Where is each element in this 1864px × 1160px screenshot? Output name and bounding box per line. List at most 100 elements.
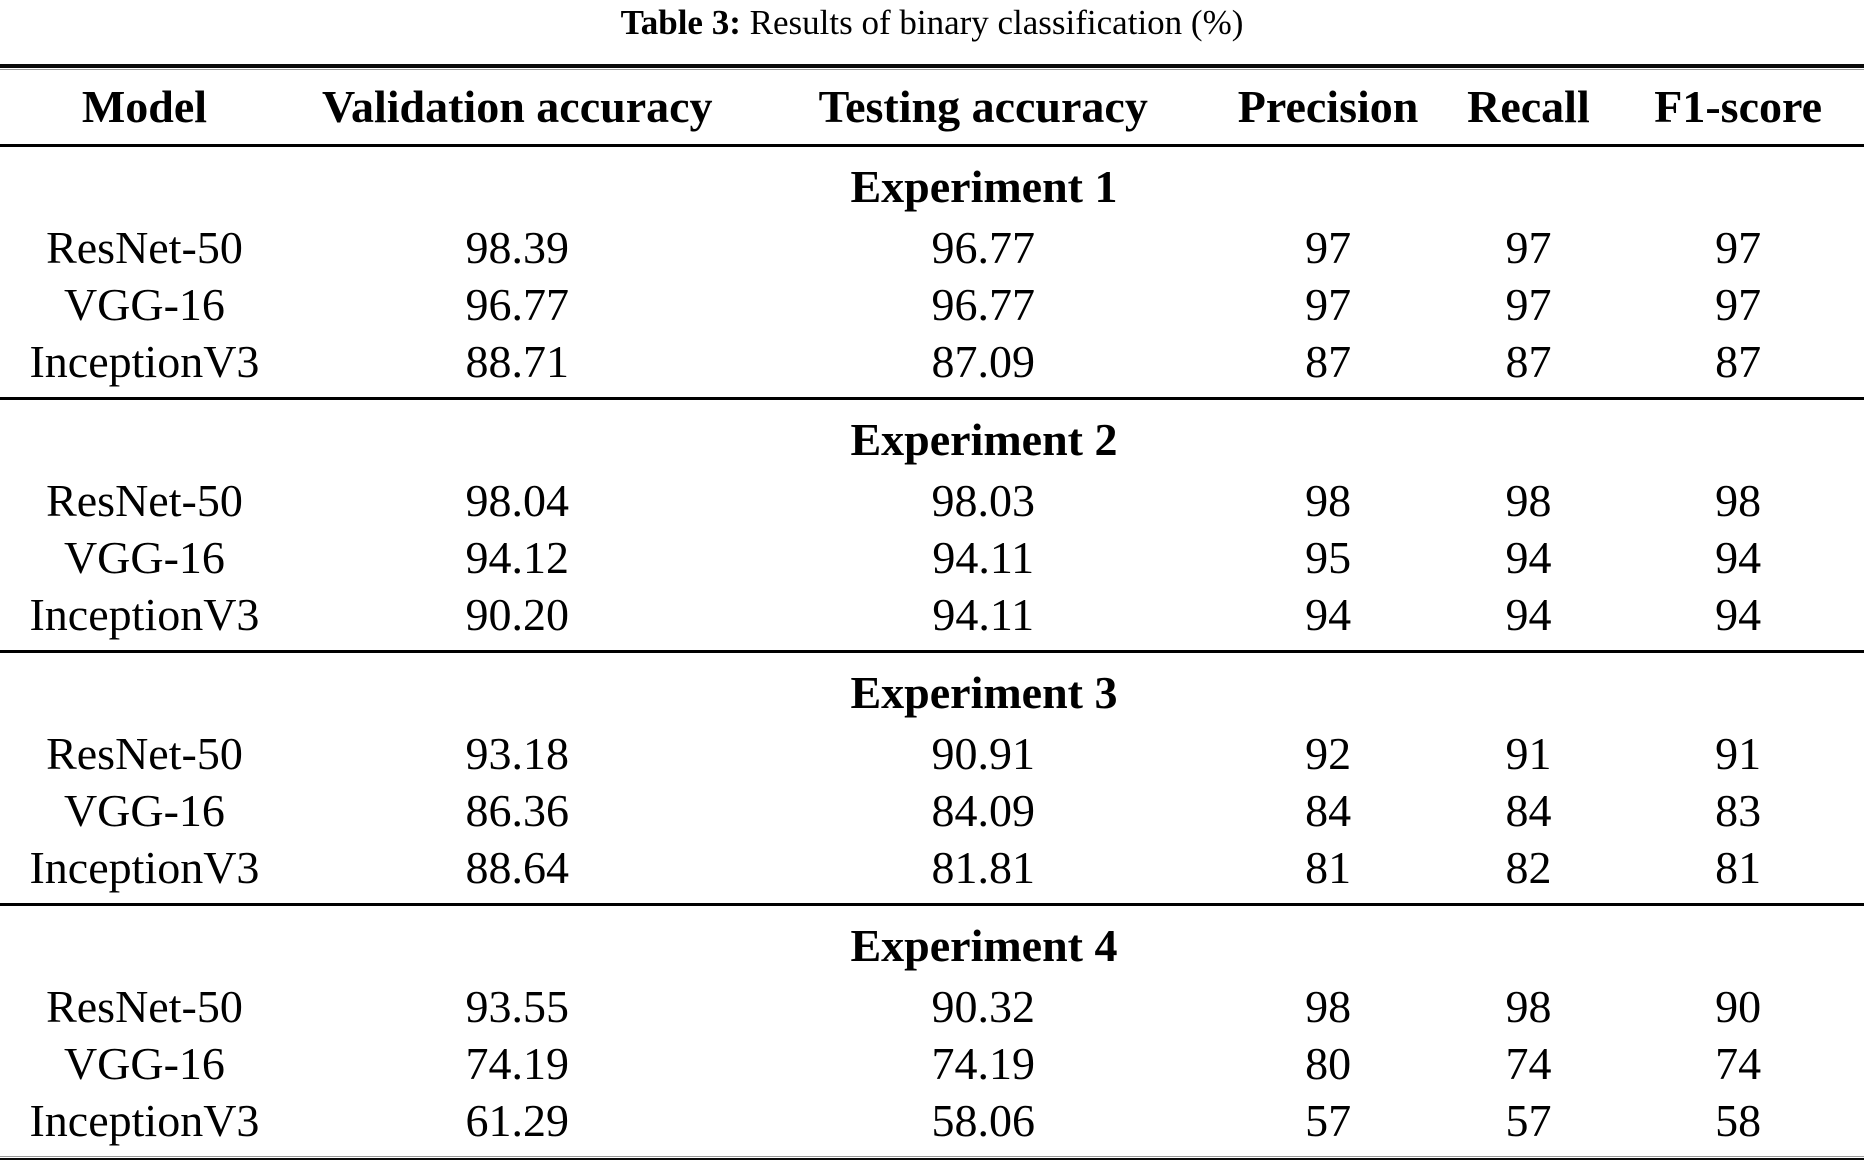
recall-cell: 98: [1505, 980, 1552, 1032]
validation-accuracy-cell: 74.19: [465, 1037, 569, 1089]
f1-score-cell: 83: [1715, 784, 1762, 836]
validation-accuracy-cell: 88.71: [465, 335, 569, 387]
experiment-title-row: Experiment 2: [0, 408, 1864, 472]
f1-score-cell: 87: [1715, 335, 1762, 387]
table-row: InceptionV3 88.64 81.81 81 82 81: [0, 839, 1864, 896]
precision-cell: 98: [1305, 474, 1352, 526]
testing-accuracy-cell: 58.06: [931, 1094, 1035, 1146]
f1-score-cell: 98: [1715, 474, 1762, 526]
table-top-rule: [0, 64, 1864, 70]
experiment-section: Experiment 4 ResNet-50 93.55 90.32 98 98…: [0, 906, 1864, 1156]
testing-accuracy-cell: 81.81: [931, 841, 1035, 893]
precision-cell: 98: [1305, 980, 1352, 1032]
precision-cell: 97: [1305, 278, 1352, 330]
table-body: Experiment 1 ResNet-50 98.39 96.77 97 97…: [0, 147, 1864, 1156]
testing-accuracy-cell: 87.09: [931, 335, 1035, 387]
validation-accuracy-cell: 90.20: [465, 588, 569, 640]
f1-score-cell: 74: [1715, 1037, 1762, 1089]
experiment-title: Experiment 4: [850, 920, 1118, 971]
testing-accuracy-cell: 90.32: [931, 980, 1035, 1032]
column-header-testing-accuracy: Testing accuracy: [818, 81, 1148, 132]
model-name-cell: VGG-16: [63, 531, 225, 583]
table-row: InceptionV3 88.71 87.09 87 87 87: [0, 333, 1864, 390]
f1-score-cell: 94: [1715, 588, 1762, 640]
recall-cell: 74: [1505, 1037, 1552, 1089]
recall-cell: 84: [1505, 784, 1552, 836]
precision-cell: 95: [1305, 531, 1352, 583]
recall-cell: 97: [1505, 278, 1552, 330]
testing-accuracy-cell: 94.11: [932, 588, 1035, 640]
experiment-title: Experiment 3: [850, 667, 1118, 718]
table-row: ResNet-50 93.55 90.32 98 98 90: [0, 978, 1864, 1035]
table-row: ResNet-50 98.04 98.03 98 98 98: [0, 472, 1864, 529]
table-caption-text: Results of binary classification (%): [740, 3, 1244, 42]
recall-cell: 94: [1505, 531, 1552, 583]
experiment-title-row: Experiment 1: [0, 155, 1864, 219]
experiment-title: Experiment 1: [850, 161, 1118, 212]
model-name-cell: InceptionV3: [29, 588, 260, 640]
testing-accuracy-cell: 98.03: [931, 474, 1035, 526]
testing-accuracy-cell: 84.09: [931, 784, 1035, 836]
model-name-cell: ResNet-50: [46, 727, 243, 779]
table-row: ResNet-50 93.18 90.91 92 91 91: [0, 725, 1864, 782]
table-row: InceptionV3 61.29 58.06 57 57 58: [0, 1092, 1864, 1149]
f1-score-cell: 94: [1715, 531, 1762, 583]
model-name-cell: VGG-16: [63, 784, 225, 836]
testing-accuracy-cell: 96.77: [931, 278, 1035, 330]
f1-score-cell: 90: [1715, 980, 1762, 1032]
experiment-title-row: Experiment 3: [0, 661, 1864, 725]
model-name-cell: InceptionV3: [29, 841, 260, 893]
experiment-section: Experiment 2 ResNet-50 98.04 98.03 98 98…: [0, 400, 1864, 650]
table-row: InceptionV3 90.20 94.11 94 94 94: [0, 586, 1864, 643]
experiment-section: Experiment 3 ResNet-50 93.18 90.91 92 91…: [0, 653, 1864, 903]
precision-cell: 92: [1305, 727, 1352, 779]
model-name-cell: ResNet-50: [46, 474, 243, 526]
recall-cell: 91: [1505, 727, 1552, 779]
validation-accuracy-cell: 93.18: [465, 727, 569, 779]
testing-accuracy-cell: 90.91: [931, 727, 1035, 779]
header-separator-rule: [0, 144, 1864, 147]
validation-accuracy-cell: 98.04: [465, 474, 569, 526]
model-name-cell: ResNet-50: [46, 980, 243, 1032]
table-caption: Table 3: Results of binary classificatio…: [0, 0, 1864, 64]
table-bottom-rule: [0, 1156, 1864, 1160]
section-separator-rule: [0, 903, 1864, 906]
recall-cell: 57: [1505, 1094, 1552, 1146]
testing-accuracy-cell: 94.11: [932, 531, 1035, 583]
recall-cell: 87: [1505, 335, 1552, 387]
validation-accuracy-cell: 93.55: [465, 980, 569, 1032]
table-row: VGG-16 86.36 84.09 84 84 83: [0, 782, 1864, 839]
model-name-cell: VGG-16: [63, 1037, 225, 1089]
table-caption-label: Table 3:: [620, 3, 741, 42]
recall-cell: 98: [1505, 474, 1552, 526]
column-header-precision: Precision: [1237, 81, 1419, 132]
precision-cell: 87: [1305, 335, 1352, 387]
table-row: VGG-16 74.19 74.19 80 74 74: [0, 1035, 1864, 1092]
validation-accuracy-cell: 96.77: [465, 278, 569, 330]
recall-cell: 97: [1505, 221, 1552, 273]
validation-accuracy-cell: 94.12: [465, 531, 569, 583]
f1-score-cell: 97: [1715, 221, 1762, 273]
testing-accuracy-cell: 96.77: [931, 221, 1035, 273]
model-name-cell: InceptionV3: [29, 1094, 260, 1146]
experiment-section: Experiment 1 ResNet-50 98.39 96.77 97 97…: [0, 147, 1864, 397]
precision-cell: 80: [1305, 1037, 1352, 1089]
f1-score-cell: 81: [1715, 841, 1762, 893]
recall-cell: 82: [1505, 841, 1552, 893]
precision-cell: 57: [1305, 1094, 1352, 1146]
table-row: ResNet-50 98.39 96.77 97 97 97: [0, 219, 1864, 276]
table-row: VGG-16 94.12 94.11 95 94 94: [0, 529, 1864, 586]
column-header-model: Model: [81, 81, 208, 132]
f1-score-cell: 97: [1715, 278, 1762, 330]
model-name-cell: InceptionV3: [29, 335, 260, 387]
testing-accuracy-cell: 74.19: [931, 1037, 1035, 1089]
table-row: VGG-16 96.77 96.77 97 97 97: [0, 276, 1864, 333]
f1-score-cell: 58: [1715, 1094, 1762, 1146]
validation-accuracy-cell: 86.36: [465, 784, 569, 836]
section-separator-rule: [0, 397, 1864, 400]
validation-accuracy-cell: 88.64: [465, 841, 569, 893]
f1-score-cell: 91: [1715, 727, 1762, 779]
precision-cell: 81: [1305, 841, 1352, 893]
model-name-cell: ResNet-50: [46, 221, 243, 273]
